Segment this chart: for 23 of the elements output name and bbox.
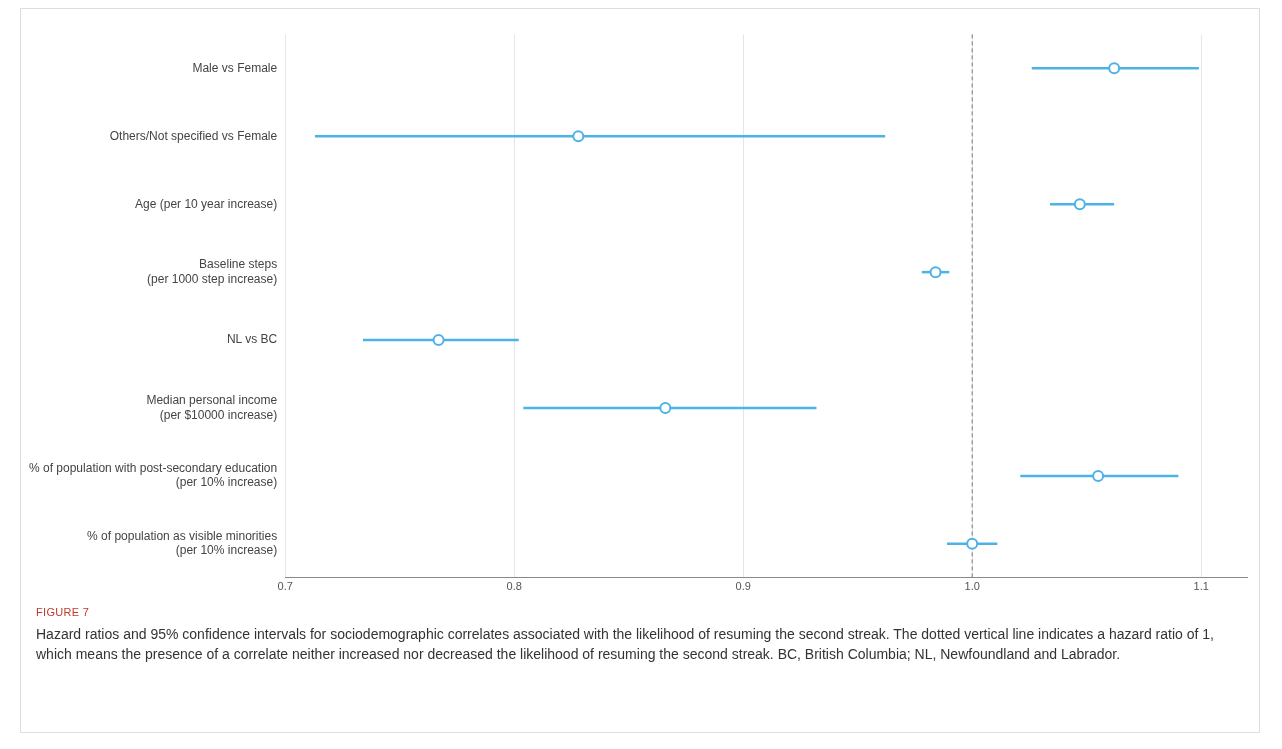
y-tick-label: Others/Not specified vs Female: [109, 128, 278, 143]
caption: FIGURE 7: [36, 606, 90, 618]
x-tick-label: 1.0: [964, 580, 980, 593]
point: [929, 266, 942, 279]
point: [1073, 198, 1086, 211]
text: Hazard ratios and 95% confidence intervals for sociodemographic correlates associated with the likelihood of resuming the second streak. The dotted vertical line indicates a hazard ratio of 1, which means the presence of a correlate neither increased nor decreased the likelihood of resuming the second streak. BC, British Columbia; NL, Newfoundland and Labrador.: [36, 625, 1215, 664]
y-tick-label: % of population with post-secondary education (per 10% increase): [29, 461, 278, 490]
point: [572, 130, 585, 143]
y-tick-label: NL vs BC: [226, 332, 278, 347]
point: [966, 537, 979, 550]
y-tick-label: Male vs Female: [192, 60, 278, 75]
y-tick-label: Median personal income (per $10000 increase): [146, 393, 278, 422]
x-tick-label: 0.8: [506, 580, 522, 593]
point: [432, 334, 445, 347]
point: [1108, 62, 1121, 75]
y-tick-label: Age (per 10 year increase): [135, 196, 278, 211]
x-tick-label: 1.1: [1193, 580, 1209, 593]
y-tick-label: Baseline steps (per 1000 step increase): [147, 257, 278, 286]
x-tick-label: 0.7: [277, 580, 293, 593]
x-tick-label: 0.9: [735, 580, 751, 593]
point: [1092, 469, 1105, 482]
point: [659, 401, 672, 414]
y-tick-label: % of population as visible minorities (per 10% increase): [87, 528, 278, 558]
